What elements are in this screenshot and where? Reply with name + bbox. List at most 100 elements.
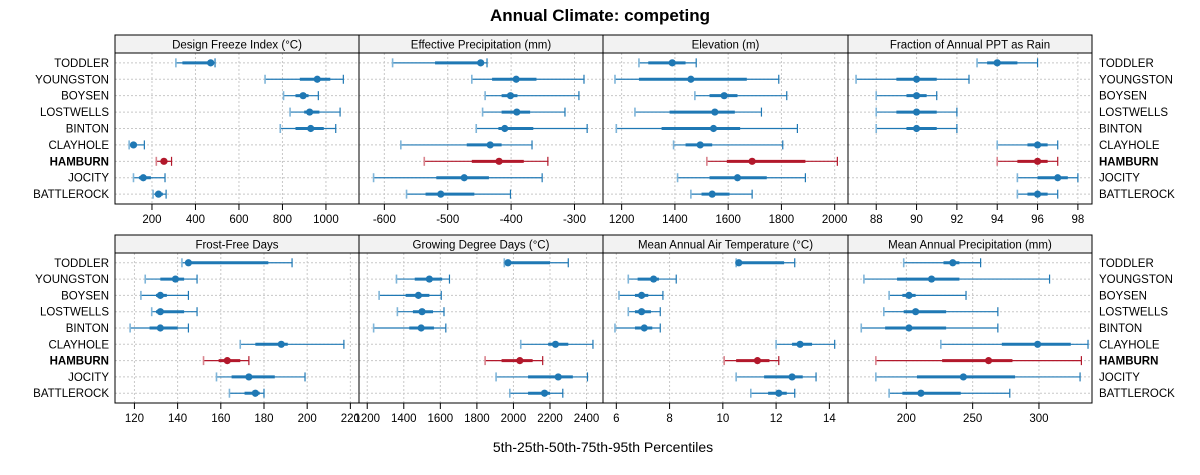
- row-label-left: BINTON: [66, 124, 109, 136]
- data-row-youngston: [471, 74, 585, 84]
- x-tick-label: 1800: [769, 214, 795, 226]
- panel-3: Elevation (m) 1200 1400 1600 1800 2000: [602, 34, 849, 226]
- median-point: [425, 275, 433, 283]
- x-tick-label: 200: [897, 413, 916, 425]
- panel-frame: [847, 52, 1093, 205]
- data-row-clayhole: [672, 140, 784, 150]
- data-row-toddler: [735, 258, 796, 268]
- median-point: [640, 324, 648, 332]
- x-tick-label: 250: [963, 413, 982, 425]
- median-point: [959, 373, 967, 381]
- median-point: [775, 389, 783, 397]
- panel-title: Fraction of Annual PPT as Rain: [890, 40, 1050, 52]
- x-tick-label: 14: [823, 413, 836, 425]
- median-point: [139, 174, 147, 182]
- x-tick-label: 94: [991, 214, 1004, 226]
- x-tick-label: 98: [1071, 214, 1084, 226]
- row-label-left: LOSTWELLS: [40, 107, 109, 119]
- data-row-jocity: [215, 372, 306, 382]
- data-row-lostwells: [396, 307, 445, 317]
- data-row-battlerock: [152, 189, 167, 199]
- median-point: [1054, 174, 1062, 182]
- data-row-hamburn: [706, 156, 838, 166]
- median-point: [912, 308, 920, 316]
- row-label-right: TODDLER: [1099, 258, 1154, 270]
- data-row-boysen: [282, 91, 319, 101]
- median-point: [554, 373, 562, 381]
- x-tick-label: 300: [1029, 413, 1048, 425]
- median-point: [709, 124, 718, 133]
- median-point: [748, 157, 756, 165]
- data-row-binton: [615, 124, 799, 133]
- median-point: [668, 59, 676, 67]
- data-row-lostwells: [883, 307, 999, 317]
- x-tick-label: 6: [613, 413, 619, 425]
- median-point: [927, 275, 936, 283]
- data-row-boysen: [378, 290, 442, 300]
- data-row-binton: [279, 124, 337, 133]
- row-label-right: BOYSEN: [1099, 290, 1147, 302]
- row-label-left: HAMBURN: [50, 156, 109, 168]
- median-point: [486, 141, 494, 149]
- median-point: [984, 357, 993, 365]
- median-point: [495, 157, 503, 165]
- median-point: [307, 124, 315, 133]
- data-row-toddler: [638, 58, 697, 68]
- row-label-right: BATTLEROCK: [1099, 189, 1175, 201]
- row-label-left: YOUNGSTON: [35, 274, 109, 286]
- median-point: [245, 373, 253, 381]
- median-point: [912, 92, 921, 100]
- x-tick-label: 8: [666, 413, 672, 425]
- median-point: [1033, 141, 1042, 149]
- median-point: [753, 357, 762, 365]
- data-row-clayhole: [239, 339, 345, 349]
- x-tick-label: 1400: [662, 214, 688, 226]
- row-label-right: HAMBURN: [1099, 356, 1158, 368]
- data-row-hamburn: [423, 156, 549, 166]
- median-point: [912, 124, 921, 133]
- median-point: [788, 373, 796, 381]
- panel-title: Mean Annual Precipitation (mm): [888, 240, 1052, 252]
- median-point: [306, 108, 314, 116]
- panel-title: Frost-Free Days: [195, 240, 278, 252]
- data-row-battlerock: [690, 189, 753, 199]
- data-row-binton: [860, 323, 999, 333]
- data-row-hamburn: [875, 356, 1082, 366]
- x-tick-label: 2400: [574, 413, 600, 425]
- x-tick-label: 160: [211, 413, 230, 425]
- x-tick-label: 180: [254, 413, 273, 425]
- data-row-youngston: [395, 274, 451, 284]
- median-point: [912, 108, 921, 116]
- median-point: [184, 259, 193, 267]
- data-row-binton: [129, 323, 190, 333]
- x-tick-label: 120: [125, 413, 144, 425]
- data-row-binton: [875, 124, 958, 133]
- data-row-toddler: [175, 58, 216, 68]
- median-point: [949, 259, 957, 267]
- median-point: [696, 141, 704, 149]
- row-label-right: TODDLER: [1099, 58, 1154, 70]
- panel-title: Design Freeze Index (°C): [172, 40, 302, 52]
- panel-title: Mean Annual Air Temperature (°C): [638, 240, 813, 252]
- data-row-binton: [614, 323, 661, 333]
- row-label-right: YOUNGSTON: [1099, 274, 1173, 286]
- chart-title: Annual Climate: competing: [490, 6, 710, 25]
- data-row-binton: [372, 323, 447, 333]
- x-tick-label: 140: [168, 413, 187, 425]
- data-row-battlerock: [508, 388, 564, 398]
- median-point: [313, 75, 321, 83]
- median-point: [551, 340, 560, 348]
- data-row-lostwells: [481, 107, 566, 117]
- median-point: [299, 92, 307, 100]
- data-row-battlerock: [405, 189, 512, 199]
- x-tick-label: 220: [341, 413, 360, 425]
- median-point: [516, 357, 524, 365]
- x-tick-label: 600: [229, 214, 248, 226]
- median-point: [912, 75, 921, 83]
- median-point: [418, 308, 426, 316]
- x-tick-label: 1400: [391, 413, 417, 425]
- data-row-clayhole: [519, 339, 594, 349]
- median-point: [720, 92, 728, 100]
- row-label-left: BOYSEN: [61, 91, 109, 103]
- panels-group: Design Freeze Index (°C) 200 400 600 800 1000…: [114, 34, 1093, 425]
